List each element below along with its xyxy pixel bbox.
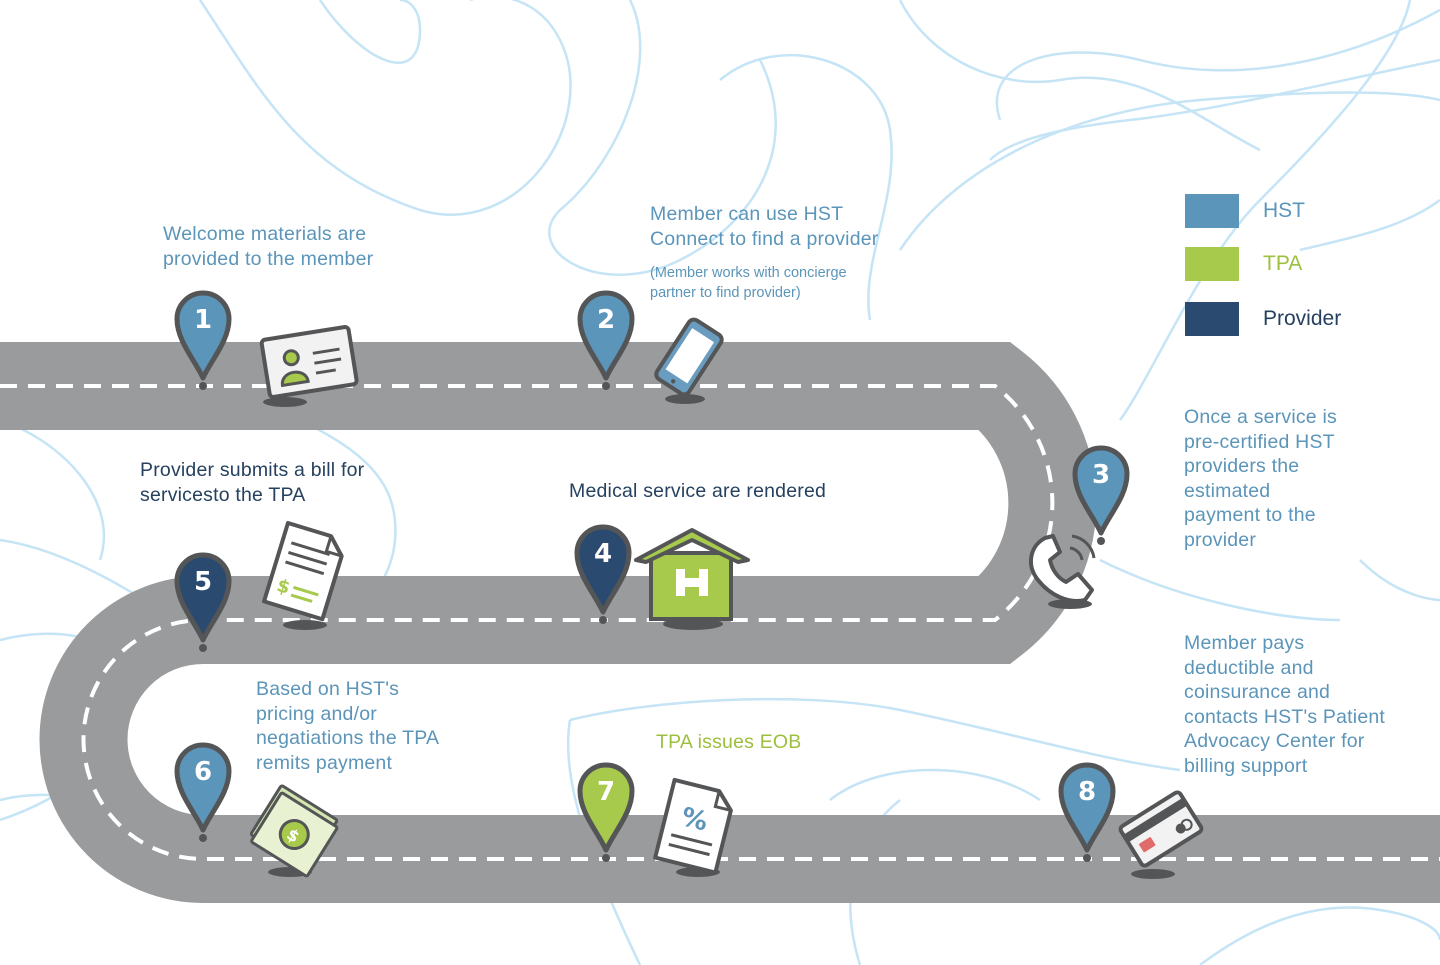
step-8-pin: 8 bbox=[1058, 762, 1116, 862]
pin-anchor-dot bbox=[199, 834, 207, 842]
eob-document-icon: % bbox=[653, 777, 733, 877]
step-icons: $ $ % bbox=[249, 317, 1204, 879]
step-number: 8 bbox=[1078, 777, 1096, 807]
road-center-line bbox=[0, 384, 1440, 861]
pin-anchor-dot bbox=[599, 616, 607, 624]
legend-label-tpa: TPA bbox=[1263, 252, 1303, 275]
step-1-text: Welcome materials are provided to the mem… bbox=[163, 223, 374, 270]
hospital-icon bbox=[634, 528, 750, 630]
step-4-text: Medical service are rendered bbox=[569, 480, 827, 502]
step-1-pin: 1 bbox=[174, 290, 232, 390]
step-4-pin: 4 bbox=[574, 524, 632, 624]
step-number: 6 bbox=[194, 757, 212, 787]
id-card-icon bbox=[259, 325, 359, 407]
step-2-note: (Member works with concierge partner to f… bbox=[650, 265, 847, 301]
smartphone-icon bbox=[654, 317, 724, 404]
step-number: 3 bbox=[1092, 460, 1110, 490]
step-5-pin: 5 bbox=[174, 552, 232, 652]
cash-icon: $ bbox=[249, 784, 339, 878]
phone-call-icon bbox=[1028, 534, 1096, 609]
map-pin-icon bbox=[577, 762, 635, 853]
pin-anchor-dot bbox=[602, 854, 610, 862]
legend-item-tpa: TPA bbox=[1185, 247, 1302, 281]
legend-swatch-hst bbox=[1185, 194, 1239, 228]
bill-document-icon: $ bbox=[262, 520, 344, 630]
step-3-pin: 3 bbox=[1072, 445, 1130, 545]
map-pin-icon bbox=[1072, 445, 1130, 536]
step-number: 7 bbox=[597, 777, 615, 807]
step-7-text: TPA issues EOB bbox=[656, 731, 802, 753]
map-pin-icon bbox=[174, 742, 232, 833]
step-2-pin: 2 bbox=[577, 290, 635, 390]
legend-swatch-tpa bbox=[1185, 247, 1239, 281]
pin-anchor-dot bbox=[199, 382, 207, 390]
step-pins: 1 2 3 4 5 6 7 8 bbox=[174, 290, 1130, 862]
map-pin-icon bbox=[174, 552, 232, 643]
legend-item-provider: Provider bbox=[1185, 302, 1341, 336]
pin-anchor-dot bbox=[602, 382, 610, 390]
step-3-text: Once a service is pre-certified HST provid… bbox=[1184, 406, 1337, 551]
pin-anchor-dot bbox=[1083, 854, 1091, 862]
step-number: 2 bbox=[597, 305, 615, 335]
pin-anchor-dot bbox=[1097, 537, 1105, 545]
map-pin-icon bbox=[577, 290, 635, 381]
step-number: 1 bbox=[194, 305, 212, 335]
map-pin-icon bbox=[574, 524, 632, 615]
step-6-text: Based on HST's pricing and/or negatiations… bbox=[256, 678, 440, 774]
pin-anchor-dot bbox=[199, 644, 207, 652]
legend-item-hst: HST bbox=[1185, 194, 1305, 228]
step-6-pin: 6 bbox=[174, 742, 232, 842]
step-5-text: Provider submits a bill for servicesto th… bbox=[140, 459, 365, 506]
legend-label-provider: Provider bbox=[1263, 307, 1342, 330]
step-number: 4 bbox=[594, 539, 612, 569]
map-pin-icon bbox=[174, 290, 232, 381]
road bbox=[0, 342, 1440, 903]
map-pin-icon bbox=[1058, 762, 1116, 853]
step-number: 5 bbox=[194, 567, 212, 597]
step-2-text: Member can use HST Connect to find a prov… bbox=[650, 203, 879, 250]
legend-label-hst: HST bbox=[1263, 199, 1305, 222]
svg-text:$: $ bbox=[274, 575, 292, 599]
step-8-text: Member pays deductible and coinsurance and… bbox=[1184, 632, 1386, 777]
step-7-pin: 7 bbox=[577, 762, 635, 862]
legend-swatch-provider bbox=[1185, 302, 1239, 336]
credit-card-icon bbox=[1118, 790, 1204, 879]
